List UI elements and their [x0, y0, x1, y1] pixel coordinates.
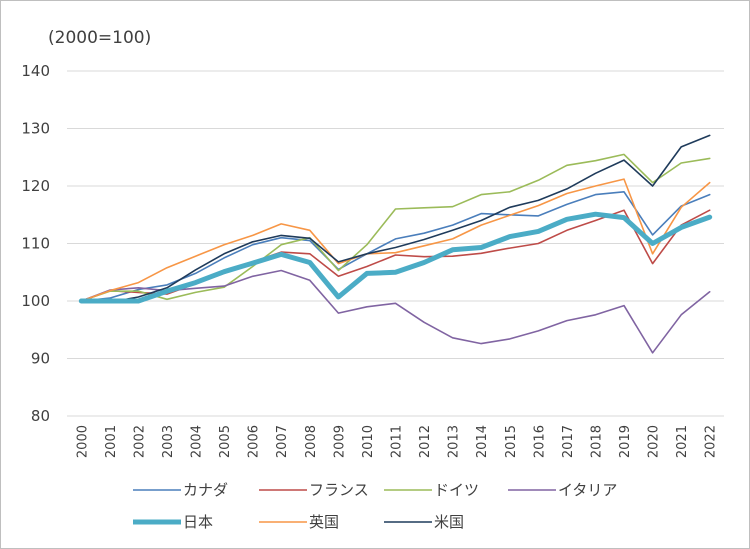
legend-label: カナダ: [183, 481, 228, 499]
series-lines: [78, 134, 713, 354]
legend-label: 米国: [434, 513, 464, 531]
x-tick-label: 2006: [247, 425, 262, 458]
x-tick-label: 2010: [361, 425, 376, 458]
series-line-5: [80, 178, 711, 302]
x-tick-label: 2004: [190, 425, 205, 458]
x-tick-label: 2018: [589, 425, 604, 458]
x-tick-label: 2001: [104, 425, 119, 458]
y-axis-ticks: 80 90 100 110 120 130 140: [21, 62, 50, 425]
x-tick-label: 2003: [161, 425, 176, 458]
y-tick-label: 90: [31, 350, 50, 368]
gridlines: [67, 70, 724, 417]
series-line-6: [80, 134, 711, 304]
x-tick-label: 2009: [332, 425, 347, 458]
series-line-3: [80, 269, 711, 354]
y-tick-label: 130: [21, 120, 50, 138]
y-tick-label: 120: [21, 177, 50, 195]
legend-label: ドイツ: [434, 481, 479, 499]
y-tick-label: 80: [31, 407, 50, 425]
x-tick-label: 2012: [418, 425, 433, 458]
series-line-0: [80, 191, 711, 302]
legend-label: 日本: [183, 513, 213, 531]
legend-label: 英国: [309, 513, 339, 531]
x-tick-label: 2007: [275, 425, 290, 458]
x-tick-label: 2000: [75, 425, 90, 458]
x-tick-label: 2008: [304, 425, 319, 458]
y-tick-label: 110: [21, 235, 50, 253]
x-tick-label: 2021: [675, 425, 690, 458]
x-tick-label: 2005: [218, 425, 233, 458]
legend-label: フランス: [309, 481, 369, 499]
y-tick-label: 140: [21, 62, 50, 80]
legend-label: イタリア: [558, 481, 617, 499]
x-tick-label: 2011: [390, 425, 405, 458]
x-tick-label: 2002: [132, 425, 147, 458]
series-line-4: [78, 211, 713, 304]
x-tick-label: 2017: [561, 425, 576, 458]
series-line-2: [80, 153, 711, 302]
x-tick-label: 2013: [447, 425, 462, 458]
x-tick-label: 2015: [504, 425, 519, 458]
x-tick-label: 2019: [618, 425, 633, 458]
y-axis-unit-label: (2000=100): [48, 28, 151, 48]
x-tick-label: 2014: [475, 425, 490, 458]
y-tick-label: 100: [21, 292, 50, 310]
x-tick-label: 2022: [704, 425, 719, 458]
x-tick-label: 2020: [647, 425, 662, 458]
x-tick-label: 2016: [532, 425, 547, 458]
x-axis-ticks: 2000 2001 2002 2003 2004 2005 2006 2007 2008 2009…: [75, 425, 718, 458]
